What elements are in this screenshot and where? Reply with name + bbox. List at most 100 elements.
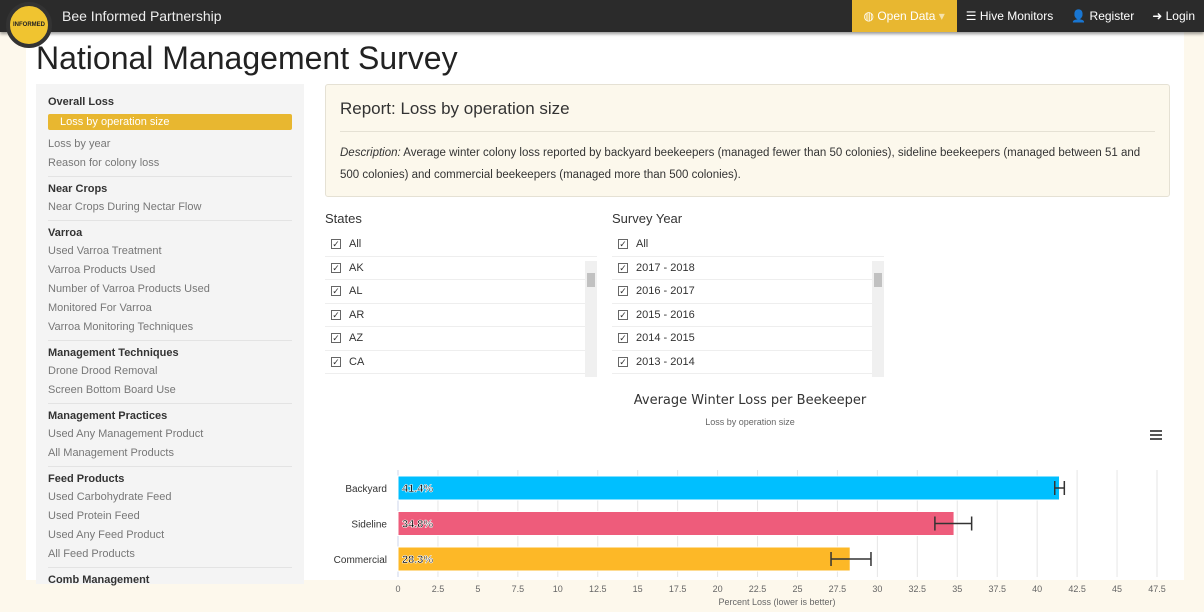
sidebar-item[interactable]: Drone Drood Removal xyxy=(48,365,158,377)
divider xyxy=(48,340,292,341)
bar-sideline[interactable] xyxy=(397,511,955,536)
checked-checkbox-icon[interactable]: ✓ xyxy=(618,309,628,320)
sidebar-item[interactable]: Near Crops During Nectar Flow xyxy=(48,201,202,213)
x-tick-label: 17.5 xyxy=(669,584,687,594)
sidebar-item[interactable]: Used Varroa Treatment xyxy=(48,245,162,257)
brand-link[interactable]: Bee Informed Partnership xyxy=(62,8,222,24)
x-tick-label: 12.5 xyxy=(589,584,607,594)
checkbox-label: AK xyxy=(349,261,364,274)
checkbox-item[interactable]: ✓ AR xyxy=(325,304,597,327)
sidebar-item[interactable]: Loss by year xyxy=(48,138,111,150)
server-icon: ☰ xyxy=(965,9,977,23)
checked-checkbox-icon[interactable]: ✓ xyxy=(331,356,341,367)
x-tick-label: 45 xyxy=(1112,584,1122,594)
sidebar-item[interactable]: Used Any Feed Product xyxy=(48,529,165,541)
checkbox-item[interactable]: ✓ 2015 - 2016 xyxy=(612,304,884,327)
checkbox-item[interactable]: ✓ All xyxy=(325,233,597,257)
nav-label: Login xyxy=(1165,9,1195,23)
sidebar-item[interactable]: Reason for colony loss xyxy=(48,157,160,169)
list-scrollbar[interactable] xyxy=(585,261,597,377)
chart-subtitle: Loss by operation size xyxy=(705,417,795,427)
sidebar-group-title: Varroa xyxy=(48,227,83,239)
nav-label: Register xyxy=(1089,9,1135,23)
checked-checkbox-icon[interactable]: ✓ xyxy=(618,262,628,273)
checkbox-item[interactable]: ✓ All xyxy=(612,233,884,257)
checkbox-item[interactable]: ✓ 2013 - 2014 xyxy=(612,351,884,374)
divider xyxy=(48,567,292,568)
checked-checkbox-icon[interactable]: ✓ xyxy=(618,239,628,250)
checkbox-item[interactable]: ✓ AZ xyxy=(325,327,597,351)
sidebar-item[interactable]: Used Any Management Product xyxy=(48,428,204,440)
sidebar-group-title: Feed Products xyxy=(48,473,125,485)
checked-checkbox-icon[interactable]: ✓ xyxy=(331,239,341,250)
x-tick-label: 25 xyxy=(792,584,802,594)
checkbox-label: 2016 - 2017 xyxy=(636,285,695,298)
sidebar-item[interactable]: All Management Products xyxy=(48,447,174,459)
checkbox-label: AR xyxy=(349,308,365,321)
x-tick-label: 15 xyxy=(633,584,643,594)
checked-checkbox-icon[interactable]: ✓ xyxy=(618,286,628,297)
checked-checkbox-icon[interactable]: ✓ xyxy=(331,262,341,273)
sidebar-item[interactable]: Number of Varroa Products Used xyxy=(48,283,210,295)
bee-logo[interactable]: INFORMED xyxy=(6,2,52,48)
sidebar-group-title: Overall Loss xyxy=(48,96,115,108)
checkbox-item[interactable]: ✓ 2016 - 2017 xyxy=(612,280,884,304)
main-page: National Management Survey Overall Loss L… xyxy=(26,32,1184,607)
x-tick-label: 42.5 xyxy=(1068,584,1086,594)
list-scrollbar[interactable] xyxy=(872,261,884,377)
report-panel: Report: Loss by operation size Descripti… xyxy=(325,84,1170,197)
sign-in-icon: ➜ xyxy=(1152,9,1163,23)
survey-year-label: Survey Year xyxy=(612,211,683,226)
survey-year-list: ✓ All ✓ 2017 - 2018 ✓ 2016 - 2017 ✓ 2015 - 2016… xyxy=(612,233,884,377)
nav-item-open-data[interactable]: ◍ Open Data ▾ xyxy=(851,0,957,32)
sidebar-item[interactable]: Varroa Monitoring Techniques xyxy=(48,321,194,333)
checked-checkbox-icon[interactable]: ✓ xyxy=(618,333,628,344)
checkbox-label: All xyxy=(636,238,649,251)
divider xyxy=(48,466,292,467)
checkbox-item[interactable]: ✓ 2014 - 2015 xyxy=(612,327,884,351)
checkbox-label: 2017 - 2018 xyxy=(636,261,695,274)
checkbox-item[interactable]: ✓ AL xyxy=(325,280,597,304)
sidebar-item[interactable]: All Feed Products xyxy=(48,548,135,560)
logo-text: INFORMED xyxy=(13,22,45,28)
checkbox-item[interactable]: ✓ CA xyxy=(325,351,597,374)
checkbox-item[interactable]: ✓ AK xyxy=(325,257,597,280)
sidebar-item[interactable]: Screen Bottom Board Use xyxy=(48,384,176,396)
sidebar-item[interactable]: Varroa Products Used xyxy=(48,264,156,276)
nav-item-register[interactable]: 👤 Register xyxy=(1062,0,1143,32)
x-tick-label: 20 xyxy=(713,584,723,594)
sidebar-item[interactable]: Used Carbohydrate Feed xyxy=(48,491,172,503)
data-label: 28.3% xyxy=(402,554,433,566)
top-navbar: Bee Informed Partnership ◍ Open Data ▾ ☰ … xyxy=(0,0,1204,32)
sidebar-item[interactable]: Monitored For Varroa xyxy=(48,302,152,314)
x-tick-label: 10 xyxy=(553,584,563,594)
x-tick-label: 22.5 xyxy=(749,584,767,594)
globe-icon: ◍ xyxy=(863,9,874,23)
checked-checkbox-icon[interactable]: ✓ xyxy=(331,309,341,320)
sidebar-item[interactable]: Used Protein Feed xyxy=(48,510,140,522)
page-title: National Management Survey xyxy=(36,40,458,76)
divider xyxy=(48,176,292,177)
x-axis-title: Percent Loss (lower is better) xyxy=(718,597,835,607)
sidebar-group-title: Management Techniques xyxy=(48,347,179,359)
nav-label: Hive Monitors xyxy=(979,9,1054,23)
bar-backyard[interactable] xyxy=(397,475,1061,501)
checkbox-item[interactable]: ✓ 2017 - 2018 xyxy=(612,257,884,280)
divider xyxy=(48,220,292,221)
sidebar-item[interactable]: Loss by operation size xyxy=(48,114,292,130)
checked-checkbox-icon[interactable]: ✓ xyxy=(331,333,341,344)
x-tick-label: 7.5 xyxy=(512,584,525,594)
loss-chart: Average Winter Loss per Beekeeper Loss by… xyxy=(334,393,1166,607)
checked-checkbox-icon[interactable]: ✓ xyxy=(331,286,341,297)
x-tick-label: 0 xyxy=(395,584,400,594)
hamburger-icon[interactable] xyxy=(1150,430,1162,440)
scrollbar-thumb[interactable] xyxy=(874,273,882,287)
checked-checkbox-icon[interactable]: ✓ xyxy=(618,356,628,367)
sidebar-group-title: Comb Management xyxy=(48,574,150,586)
nav-item-hive-monitors[interactable]: ☰ Hive Monitors xyxy=(957,0,1062,32)
scrollbar-thumb[interactable] xyxy=(587,273,595,287)
bar-commercial[interactable] xyxy=(397,546,851,572)
nav-item-login[interactable]: ➜ Login xyxy=(1143,0,1204,32)
caret-down-icon: ▾ xyxy=(938,9,945,23)
checkbox-label: 2013 - 2014 xyxy=(636,355,695,368)
